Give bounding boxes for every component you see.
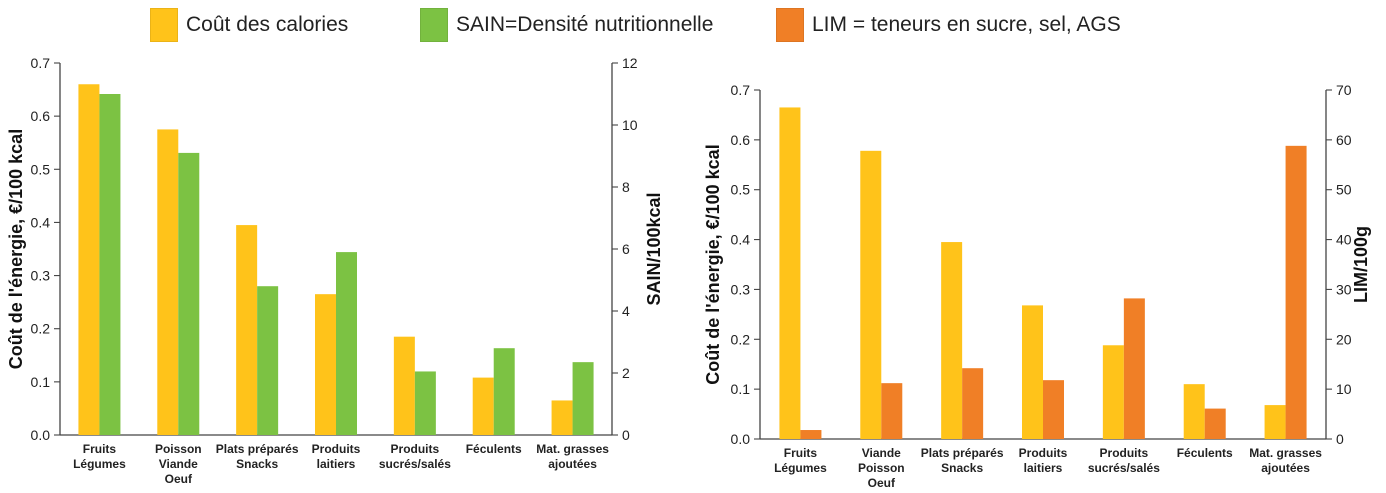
- x-category-label: Fruits Légumes: [73, 442, 126, 471]
- x-category-label: Fruits Légumes: [774, 446, 827, 475]
- legend-item-sain: SAIN=Densité nutritionnelle: [420, 8, 713, 42]
- y2-tick-label: 70: [1336, 82, 1352, 98]
- x-category-label: Poisson Viande Oeuf: [155, 442, 202, 486]
- bar-sain: [414, 371, 436, 435]
- y-tick-label: 0.5: [31, 161, 51, 177]
- y-tick-label: 0.3: [31, 268, 51, 284]
- y2-tick-label: 6: [622, 241, 630, 257]
- y2-tick-label: 4: [622, 303, 630, 319]
- legend-swatch-lim: [776, 8, 804, 42]
- y-tick-label: 0.4: [31, 214, 51, 230]
- y2-tick-label: 0: [622, 427, 630, 443]
- bar-lim: [1043, 380, 1064, 439]
- y2-axis-title: LIM/100g: [1351, 226, 1371, 303]
- x-category-label: Plats préparés Snacks: [921, 446, 1004, 475]
- x-category-label: Plats préparés Snacks: [216, 442, 299, 471]
- bar-cost: [551, 400, 573, 435]
- legend-item-lim: LIM = teneurs en sucre, sel, AGS: [776, 8, 1121, 42]
- legend-swatch-sain: [420, 8, 448, 42]
- y-tick-label: 0.5: [731, 182, 751, 198]
- bar-cost: [941, 242, 963, 439]
- bar-sain: [572, 362, 594, 435]
- bar-cost: [1022, 305, 1043, 439]
- y2-tick-label: 2: [622, 365, 630, 381]
- y-tick-label: 0.1: [31, 374, 51, 390]
- y-tick-label: 0.4: [731, 232, 751, 248]
- chart-legend: Coût des calories SAIN=Densité nutrition…: [0, 8, 1386, 44]
- y-tick-label: 0.1: [731, 381, 751, 397]
- x-category-label: Mat. grasses ajoutées: [536, 442, 609, 471]
- left-bar-chart: 0.0 0.1 0.2 0.3 0.4 0.5 0.6 0.7 0 2 4 6 8 10 12 Fruits L…: [6, 55, 664, 486]
- x-category-label: Viande Poisson Oeuf: [858, 446, 905, 490]
- bar-cost: [1102, 345, 1124, 439]
- y-tick-label: 0.2: [31, 321, 51, 337]
- bar-cost: [315, 294, 336, 435]
- y2-tick-label: 40: [1336, 232, 1352, 248]
- right-bar-chart: 0.0 0.1 0.2 0.3 0.4 0.5 0.6 0.7 0 10 20 30 40 50 60 70 F…: [703, 82, 1371, 490]
- x-category-label: Féculents: [466, 442, 522, 456]
- legend-swatch-cost: [150, 8, 178, 42]
- y-tick-label: 0.7: [31, 55, 51, 71]
- bar-lim: [1285, 145, 1307, 439]
- x-category-label: Produits sucrés/salés: [1088, 446, 1160, 475]
- y2-tick-label: 8: [622, 179, 630, 195]
- y2-tick-label: 20: [1336, 331, 1352, 347]
- x-category-label: Produits laitiers: [312, 442, 361, 471]
- x-category-label: Produits sucrés/salés: [379, 442, 451, 471]
- y2-tick-label: 50: [1336, 182, 1352, 198]
- bar-cost: [393, 336, 415, 435]
- y2-tick-label: 30: [1336, 281, 1352, 297]
- y2-tick-label: 0: [1336, 431, 1344, 447]
- legend-label-sain: SAIN=Densité nutritionnelle: [456, 13, 714, 36]
- legend-item-cost: Coût des calories: [150, 8, 348, 42]
- bar-sain: [257, 286, 279, 435]
- bar-sain: [178, 152, 200, 435]
- bar-cost: [779, 107, 801, 439]
- bar-lim: [1123, 298, 1145, 439]
- bar-cost: [860, 150, 882, 439]
- x-category-label: Mat. grasses ajoutées: [1249, 446, 1322, 475]
- y-tick-label: 0.6: [31, 108, 51, 124]
- y-tick-label: 0.7: [731, 82, 751, 98]
- bar-cost: [472, 377, 494, 435]
- legend-label-cost: Coût des calories: [186, 13, 349, 36]
- x-category-label: Produits laitiers: [1019, 446, 1068, 475]
- bar-sain: [99, 94, 121, 435]
- y-tick-label: 0.0: [731, 431, 751, 447]
- bar-lim: [800, 430, 822, 439]
- bar-cost: [1264, 405, 1286, 439]
- y-tick-label: 0.0: [31, 427, 51, 443]
- y-axis-title: Coût de l'énergie, €/100 kcal: [6, 129, 26, 369]
- y2-tick-label: 60: [1336, 132, 1352, 148]
- y-tick-label: 0.2: [731, 331, 751, 347]
- bar-cost: [78, 84, 100, 435]
- y2-tick-label: 12: [622, 55, 638, 71]
- bar-cost: [157, 129, 179, 435]
- y-tick-label: 0.3: [731, 281, 751, 297]
- bar-lim: [881, 383, 903, 439]
- bar-cost: [236, 225, 258, 435]
- x-category-label: Féculents: [1177, 446, 1233, 460]
- y2-tick-label: 10: [1336, 381, 1352, 397]
- bar-cost: [1183, 384, 1205, 439]
- y-axis-title: Coût de l'énergie, €/100 kcal: [703, 144, 723, 384]
- bar-lim: [1204, 408, 1226, 439]
- bar-sain: [336, 252, 357, 435]
- y2-tick-label: 10: [622, 117, 638, 133]
- legend-label-lim: LIM = teneurs en sucre, sel, AGS: [812, 13, 1121, 36]
- y2-axis-title: SAIN/100kcal: [644, 192, 664, 305]
- bar-lim: [962, 368, 984, 439]
- y-tick-label: 0.6: [731, 132, 751, 148]
- bar-sain: [493, 348, 515, 435]
